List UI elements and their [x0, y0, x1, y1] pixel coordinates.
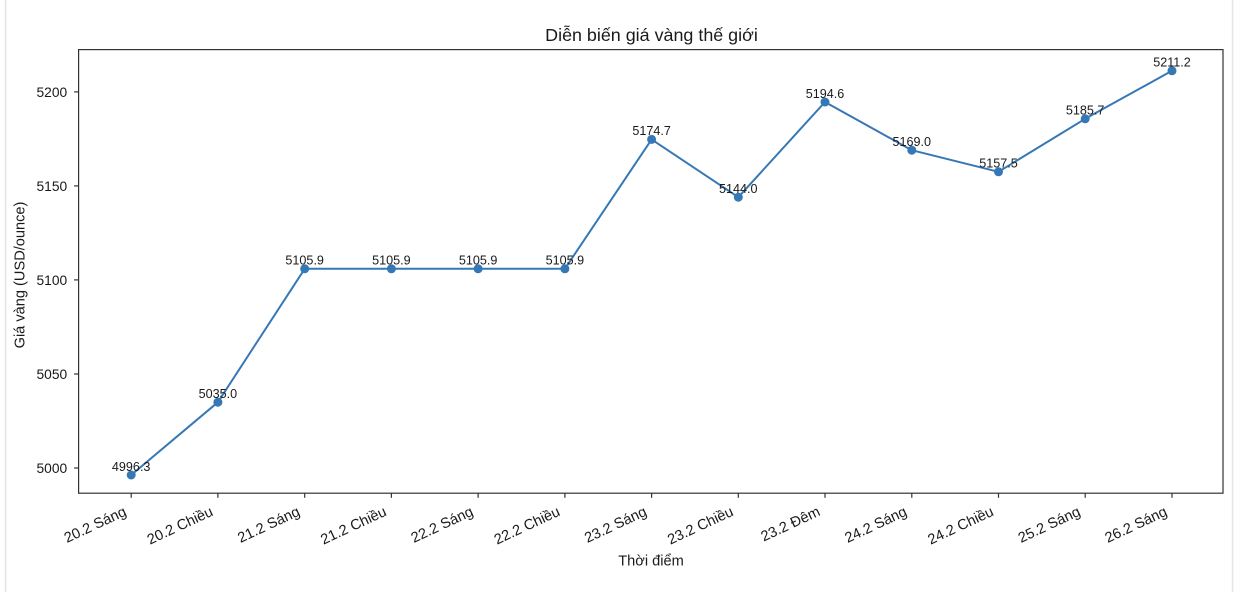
- svg-text:Diễn biến giá vàng thế giới: Diễn biến giá vàng thế giới: [545, 24, 758, 45]
- svg-text:5211.2: 5211.2: [1153, 56, 1191, 70]
- svg-text:5050: 5050: [36, 367, 67, 382]
- svg-text:5144.0: 5144.0: [719, 182, 758, 196]
- svg-text:5174.7: 5174.7: [632, 124, 671, 138]
- svg-text:5035.0: 5035.0: [199, 387, 238, 401]
- svg-text:5105.9: 5105.9: [459, 254, 498, 268]
- svg-text:5105.9: 5105.9: [546, 254, 585, 268]
- svg-text:5185.7: 5185.7: [1066, 104, 1105, 118]
- svg-text:5200: 5200: [36, 85, 67, 100]
- svg-text:5150: 5150: [36, 179, 67, 194]
- svg-text:5105.9: 5105.9: [372, 254, 411, 268]
- svg-text:5105.9: 5105.9: [285, 254, 324, 268]
- svg-text:5157.5: 5157.5: [979, 157, 1018, 171]
- svg-text:Thời điểm: Thời điểm: [618, 553, 684, 569]
- svg-text:4996.3: 4996.3: [112, 460, 151, 474]
- svg-text:5169.0: 5169.0: [893, 135, 932, 149]
- svg-text:Giá vàng (USD/ounce): Giá vàng (USD/ounce): [13, 202, 29, 349]
- svg-text:5000: 5000: [36, 461, 67, 476]
- svg-text:5194.6: 5194.6: [806, 87, 845, 101]
- svg-text:5100: 5100: [36, 273, 67, 288]
